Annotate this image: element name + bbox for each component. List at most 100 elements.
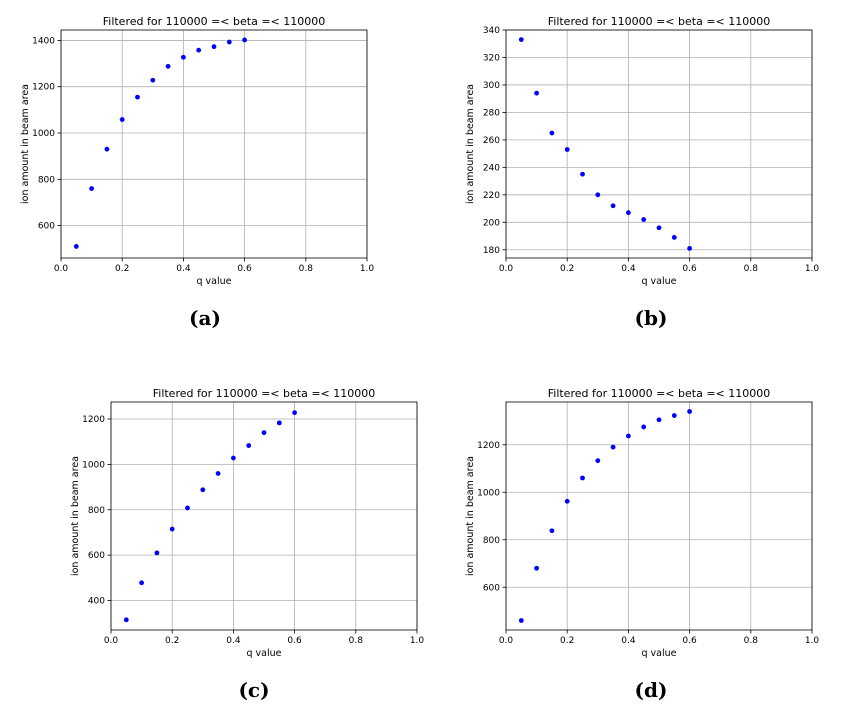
y-tick-label: 1200 [82, 415, 105, 425]
data-point [564, 498, 570, 504]
data-point [200, 487, 206, 493]
panel-c: 0.0 0.2 0.4 0.6 0.8 1.0 400 600 800 1000 1200 Filte… [70, 387, 424, 659]
chart-title: Filtered for 110000 =< beta =< 110000 [548, 387, 771, 400]
x-axis-label: q value [197, 276, 232, 287]
data-point [226, 39, 232, 45]
data-point [610, 203, 616, 209]
data-point [641, 424, 647, 430]
data-point [165, 63, 171, 69]
data-point [261, 430, 267, 436]
panel-caption-b: (b) [635, 306, 668, 330]
x-tick-label: 0.4 [621, 636, 636, 646]
y-tick-label: 1000 [477, 488, 500, 498]
x-tick-label: 1.0 [360, 264, 375, 274]
panel-caption-c: (c) [238, 678, 269, 702]
panel-caption-a: (a) [189, 306, 221, 330]
y-tick-label: 240 [483, 163, 500, 173]
y-axis-label: ion amount in beam area [465, 456, 476, 576]
data-point [610, 444, 616, 450]
y-tick-label: 1400 [32, 36, 55, 46]
chart-title: Filtered for 110000 =< beta =< 110000 [548, 15, 771, 28]
data-point [73, 244, 79, 249]
data-point [534, 565, 539, 571]
data-point [139, 580, 145, 586]
data-point [687, 245, 692, 251]
x-axis-label: q value [642, 648, 677, 659]
data-point [154, 550, 160, 556]
data-point [549, 528, 555, 534]
panel-a: 0.0 0.2 0.4 0.6 0.8 1.0 600 800 1000 1200 1400 Filt… [20, 15, 374, 287]
y-tick-label: 260 [483, 136, 500, 146]
data-point [292, 410, 297, 416]
x-axis-label: q value [642, 276, 677, 287]
data-point [656, 417, 662, 423]
data-point [242, 37, 248, 43]
data-point [119, 117, 125, 122]
x-tick-label: 0.2 [165, 636, 179, 646]
x-tick-label: 0.8 [299, 264, 314, 274]
y-axis-label: ion amount in beam area [20, 84, 31, 204]
x-tick-label: 0.8 [349, 636, 364, 646]
axes-frame [60, 29, 368, 259]
axes-frame [110, 401, 418, 631]
x-tick-label: 0.0 [104, 636, 119, 646]
axes-frame [505, 401, 813, 631]
data-point [104, 146, 110, 152]
y-tick-label: 1000 [32, 129, 55, 139]
x-tick-label: 0.4 [621, 264, 636, 274]
y-tick-label: 220 [483, 191, 500, 201]
y-tick-label: 180 [483, 246, 500, 256]
x-tick-label: 0.2 [115, 264, 129, 274]
y-tick-label: 300 [483, 81, 500, 91]
data-point [671, 413, 677, 418]
data-point [626, 210, 631, 216]
data-point [549, 130, 555, 136]
axes-frame [505, 29, 813, 259]
y-tick-label: 800 [88, 506, 105, 516]
y-tick-label: 600 [38, 222, 55, 232]
data-point [150, 77, 156, 83]
data-point [580, 475, 585, 481]
x-axis-label: q value [247, 648, 282, 659]
y-tick-label: 1000 [82, 460, 105, 470]
x-tick-label: 1.0 [410, 636, 425, 646]
panel-b: 0.0 0.2 0.4 0.6 0.8 1.0 180 200 220 240 260 280 300 3… [465, 15, 819, 287]
y-tick-label: 200 [483, 218, 500, 228]
y-tick-label: 280 [483, 108, 500, 118]
x-tick-label: 0.6 [682, 264, 697, 274]
data-point [687, 409, 692, 414]
y-tick-label: 1200 [32, 83, 55, 93]
y-tick-label: 800 [38, 175, 55, 185]
data-point [181, 54, 186, 60]
data-point [123, 617, 129, 623]
data-point [656, 225, 662, 231]
data-point [196, 47, 202, 53]
x-tick-label: 1.0 [805, 636, 820, 646]
data-point [580, 171, 585, 177]
y-tick-label: 600 [88, 551, 105, 561]
y-axis-label: ion amount in beam area [465, 84, 476, 204]
x-tick-label: 0.8 [744, 636, 759, 646]
x-tick-label: 0.8 [744, 264, 759, 274]
data-point [231, 455, 236, 461]
data-point [169, 526, 175, 532]
data-point [534, 90, 539, 96]
y-tick-label: 340 [483, 26, 500, 36]
x-tick-label: 1.0 [805, 264, 820, 274]
data-point [518, 618, 524, 623]
x-tick-label: 0.4 [226, 636, 241, 646]
data-point [641, 217, 647, 222]
data-point [211, 44, 217, 50]
data-point [185, 505, 190, 511]
data-point [518, 37, 524, 43]
x-tick-label: 0.0 [499, 636, 514, 646]
data-point [135, 94, 140, 100]
x-tick-label: 0.6 [287, 636, 302, 646]
data-point [276, 420, 282, 426]
y-tick-label: 800 [483, 536, 500, 546]
panel-d: 0.0 0.2 0.4 0.6 0.8 1.0 600 800 1000 1200 Filtered… [465, 387, 819, 659]
data-point [89, 186, 94, 191]
x-tick-label: 0.6 [682, 636, 697, 646]
data-point [564, 147, 570, 152]
